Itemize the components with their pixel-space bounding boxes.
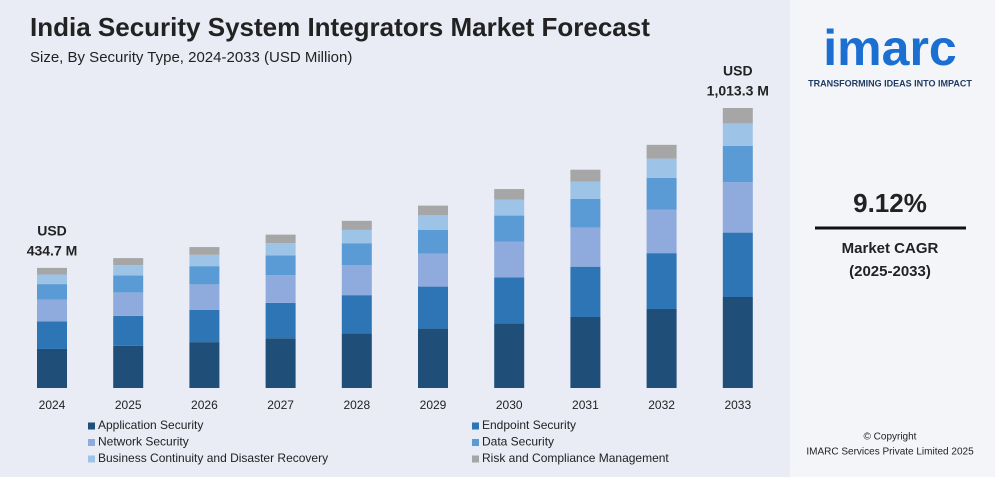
x-tick-label: 2030 <box>496 398 523 412</box>
legend-label: Network Security <box>98 435 189 449</box>
bar-segment <box>265 234 296 244</box>
cagr-value: 9.12% <box>853 188 927 218</box>
bar-segment <box>494 241 525 278</box>
x-tick-label: 2031 <box>572 398 599 412</box>
bar-segment <box>722 232 753 298</box>
bar-segment <box>189 254 220 267</box>
legend-swatch <box>88 439 95 446</box>
bar-segment <box>418 229 448 254</box>
bar-segment <box>113 258 144 266</box>
bar-segment <box>37 274 67 285</box>
bar-segment <box>265 302 296 339</box>
bar-segment <box>265 243 296 256</box>
bar-segment <box>341 265 372 296</box>
bar-segment <box>341 333 372 388</box>
bar-segment <box>113 315 144 346</box>
bar-segment <box>494 277 525 324</box>
bar-segment <box>570 181 601 199</box>
x-tick-label: 2026 <box>191 398 218 412</box>
legend-swatch <box>88 422 95 430</box>
bar-segment <box>113 275 144 293</box>
cagr-label: Market CAGR <box>842 240 939 257</box>
legend-label: Data Security <box>482 435 554 449</box>
bar-segment <box>37 299 67 322</box>
tagline: TRANSFORMING IDEAS INTO IMPACT <box>808 78 972 88</box>
x-tick-label: 2028 <box>343 398 370 412</box>
bar-segment <box>189 342 220 388</box>
x-tick-label: 2027 <box>267 398 294 412</box>
bar-segment <box>494 189 525 200</box>
chart-subtitle: Size, By Security Type, 2024-2033 (USD M… <box>30 49 352 66</box>
chart-title: India Security System Integrators Market… <box>30 12 650 42</box>
bar-segment <box>722 297 753 388</box>
legend-label: Business Continuity and Disaster Recover… <box>98 451 328 465</box>
bar-segment <box>646 253 677 309</box>
bar-segment <box>265 255 296 276</box>
bar-segment <box>646 209 677 254</box>
bar-segment <box>646 308 677 388</box>
x-tick-label: 2025 <box>115 398 142 412</box>
bar-segment <box>418 205 448 216</box>
x-tick-label: 2033 <box>724 398 751 412</box>
total-label: 434.7 M <box>27 243 78 259</box>
legend-swatch <box>472 455 479 463</box>
legend-label: Risk and Compliance Management <box>482 451 669 465</box>
bar-segment <box>341 295 372 334</box>
bar-segment <box>265 275 296 303</box>
bar-segment <box>494 215 525 242</box>
bar-segment <box>113 345 144 388</box>
x-tick-label: 2032 <box>648 398 675 412</box>
bar-segment <box>722 182 753 233</box>
bar-segment <box>189 284 220 310</box>
total-label: USD <box>723 63 753 79</box>
bar-segment <box>341 229 372 244</box>
bar-segment <box>418 253 448 287</box>
bar-segment <box>189 309 220 343</box>
copyright: © Copyright <box>864 432 917 443</box>
bar-segment <box>113 265 144 276</box>
bar-segment <box>570 316 601 388</box>
legend-swatch <box>472 439 479 446</box>
bar-segment <box>494 323 525 388</box>
bar-segment <box>37 321 67 349</box>
bar-segment <box>722 145 753 183</box>
bar-segment <box>570 169 601 182</box>
logo: imarc <box>823 20 956 76</box>
bar-segment <box>570 266 601 317</box>
bar-segment <box>570 198 601 228</box>
total-label: USD <box>37 223 67 239</box>
sidebar-background <box>790 0 995 477</box>
legend-label: Application Security <box>98 418 203 432</box>
bar-segment <box>189 266 220 285</box>
bar-segment <box>646 177 677 210</box>
bar-segment <box>265 338 296 388</box>
legend-swatch <box>472 422 479 430</box>
bar-segment <box>494 199 525 216</box>
bar-segment <box>37 267 67 275</box>
x-tick-label: 2029 <box>420 398 447 412</box>
bar-segment <box>722 123 753 146</box>
bar-segment <box>418 328 448 388</box>
bar-segment <box>722 108 753 124</box>
bar-segment <box>341 220 372 230</box>
bar-segment <box>113 292 144 316</box>
company: IMARC Services Private Limited 2025 <box>806 447 974 458</box>
bar-segment <box>646 158 677 178</box>
bar-segment <box>37 348 67 388</box>
x-tick-label: 2024 <box>39 398 66 412</box>
bar-segment <box>418 286 448 329</box>
bar-segment <box>341 243 372 266</box>
cagr-period: (2025-2033) <box>849 263 931 280</box>
legend-label: Endpoint Security <box>482 418 576 432</box>
legend-swatch <box>88 455 95 463</box>
total-label: 1,013.3 M <box>707 83 769 99</box>
bar-segment <box>570 227 601 267</box>
bar-segment <box>189 247 220 255</box>
bar-segment <box>418 215 448 230</box>
bar-segment <box>37 284 67 300</box>
bar-segment <box>646 144 677 159</box>
